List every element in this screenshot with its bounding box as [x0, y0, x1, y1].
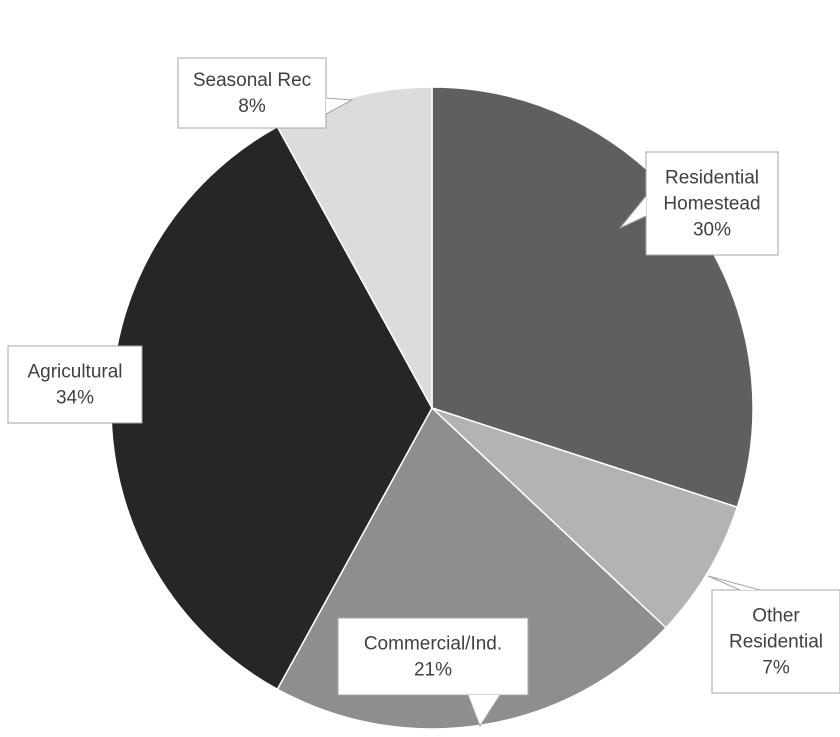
- label-box: [7, 345, 143, 424]
- slice-label: Agricultural 34%: [7, 345, 143, 424]
- slice-category-label: Residential: [665, 168, 759, 189]
- slice-category-label: Agricultural: [27, 362, 122, 383]
- label-box: [711, 589, 840, 694]
- slice-label: Commercial/Ind. 21%: [337, 617, 529, 728]
- slice-category-label: Homestead: [663, 194, 760, 215]
- label-box: [645, 151, 779, 256]
- slice-label: Other Residential 7%: [707, 575, 840, 694]
- label-pointer: [707, 575, 761, 591]
- slice-percent-label: 21%: [414, 660, 452, 681]
- pie-slices: [110, 86, 754, 730]
- label-box: [337, 617, 529, 696]
- pie-slice: [431, 407, 739, 629]
- slice-category-label: Seasonal Rec: [193, 70, 311, 91]
- slice-category-label: Residential: [729, 632, 823, 653]
- slice-percent-label: 7%: [762, 658, 790, 679]
- slice-labels: Residential Homestead 30% Other Residential 7…: [7, 57, 840, 728]
- slice-category-label: Other: [752, 606, 800, 627]
- label-pointer: [325, 97, 354, 115]
- slice-percent-label: 34%: [56, 388, 94, 409]
- label-pointer: [619, 195, 647, 229]
- label-pointer: [467, 694, 501, 728]
- slice-percent-label: 8%: [238, 96, 266, 117]
- label-box: [177, 57, 327, 129]
- slice-label: Residential Homestead 30%: [619, 151, 779, 256]
- slice-category-label: Commercial/Ind.: [364, 634, 502, 655]
- slice-percent-label: 30%: [693, 220, 731, 241]
- slice-label: Seasonal Rec 8%: [177, 57, 354, 129]
